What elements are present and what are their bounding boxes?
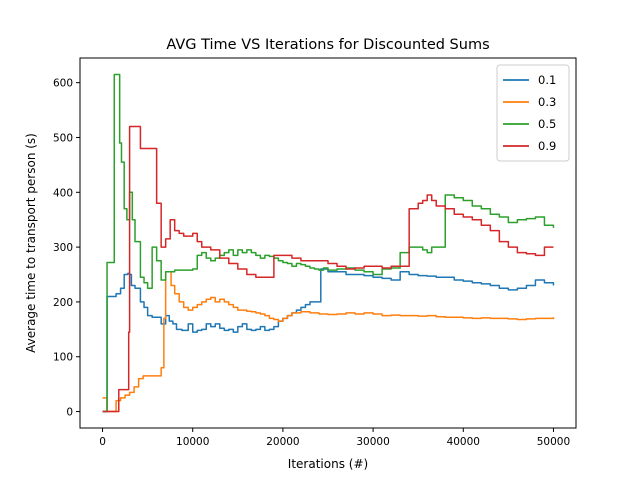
y-axis-label: Average time to transport person (s) <box>24 133 38 353</box>
series-layer <box>102 73 555 413</box>
y-tick-label: 0 <box>66 407 73 419</box>
series-line-3 <box>102 125 554 413</box>
x-axis-ticks: 0 10000 20000 30000 40000 50000 <box>99 428 570 448</box>
x-tick-label: 50000 <box>537 436 570 448</box>
y-tick-label: 400 <box>53 187 73 199</box>
x-tick-label: 30000 <box>356 436 389 448</box>
x-tick-label: 10000 <box>176 436 209 448</box>
y-tick-label: 600 <box>53 78 73 90</box>
legend-label-0: 0.1 <box>538 73 556 87</box>
legend-box <box>496 64 570 162</box>
legend-label-3: 0.9 <box>538 139 556 153</box>
legend-label-1: 0.3 <box>538 95 556 109</box>
legend: 0.1 0.3 0.5 0.9 <box>496 64 570 162</box>
x-axis-label: Iterations (#) <box>288 457 368 471</box>
chart-title: AVG Time VS Iterations for Discounted Su… <box>166 37 489 53</box>
series-line-0 <box>102 268 555 413</box>
legend-label-2: 0.5 <box>538 117 556 131</box>
y-tick-label: 500 <box>53 132 73 144</box>
y-tick-label: 300 <box>53 242 73 254</box>
plot-area: 0 10000 20000 30000 40000 50000 0 100 200 300 400… <box>53 57 577 448</box>
y-tick-label: 200 <box>53 297 73 309</box>
x-tick-label: 20000 <box>266 436 299 448</box>
y-axis-ticks: 0 100 200 300 400 500 600 <box>53 78 80 419</box>
x-tick-label: 0 <box>99 436 106 448</box>
x-tick-label: 40000 <box>447 436 480 448</box>
series-line-1 <box>102 271 555 413</box>
y-tick-label: 100 <box>53 352 73 364</box>
axes-frame <box>79 57 577 429</box>
